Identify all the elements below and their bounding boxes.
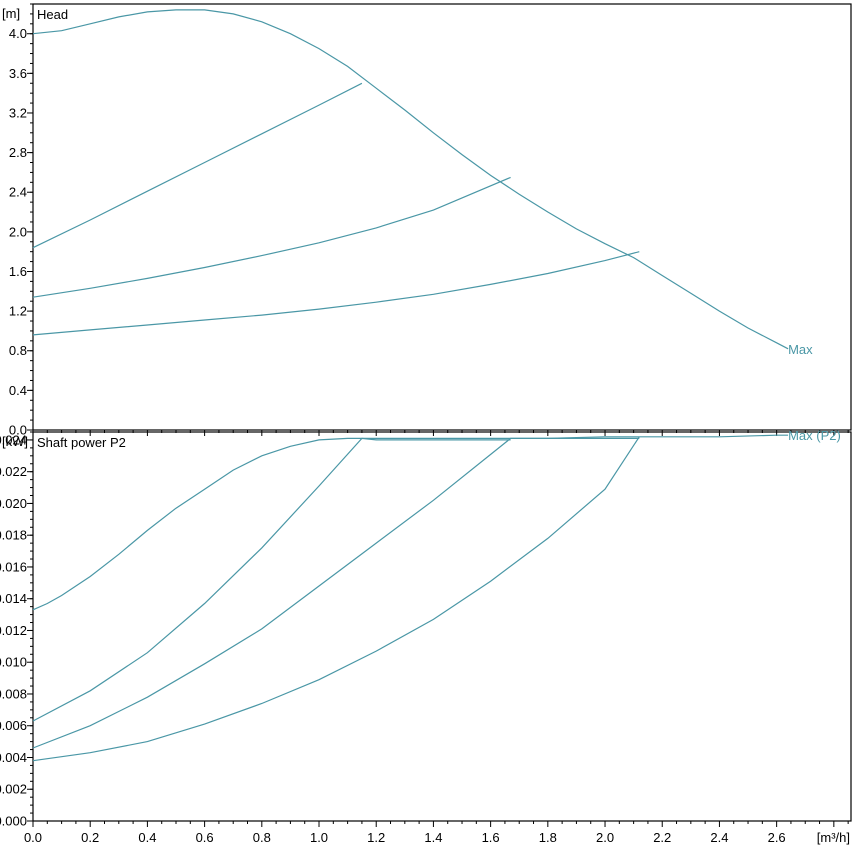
- y-tick-label: 2.4: [9, 185, 27, 200]
- x-tick-label: 2.6: [768, 830, 786, 845]
- max-curve-label: Max: [788, 342, 813, 357]
- x-tick-label: 0.0: [24, 830, 42, 845]
- curve-2-4: [32, 436, 640, 762]
- y-tick-label: 0.002: [0, 782, 27, 797]
- curve-1-3: [32, 176, 511, 298]
- y-tick-label: 0.008: [0, 686, 27, 701]
- y-tick-label: 0.014: [0, 591, 27, 606]
- y-tick-label: 3.2: [9, 105, 27, 120]
- y-tick-label: 0.012: [0, 623, 27, 638]
- x-tick-label: 1.6: [482, 830, 500, 845]
- x-tick-label: 2.2: [653, 830, 671, 845]
- y-unit-label: [m]: [2, 6, 20, 21]
- y-tick-label: 0.0: [9, 423, 27, 438]
- y-tick-label: 0.022: [0, 464, 27, 479]
- x-tick-label: 1.2: [367, 830, 385, 845]
- x-tick-label: 2.4: [710, 830, 728, 845]
- x-tick-label: 0.8: [253, 830, 271, 845]
- panel-frame-1: [32, 3, 852, 431]
- y-tick-label: 0.016: [0, 559, 27, 574]
- x-tick-label: 2.0: [596, 830, 614, 845]
- y-tick-label: 0.006: [0, 718, 27, 733]
- panel-title: Shaft power P2: [37, 435, 126, 450]
- curve-2-2: [32, 437, 511, 722]
- x-tick-label: 1.8: [539, 830, 557, 845]
- y-tick-label: 0.024: [0, 432, 27, 447]
- x-tick-label: 1.4: [424, 830, 442, 845]
- curve-2-1: [32, 434, 789, 611]
- y-unit-label: [kW]: [2, 434, 28, 449]
- y-tick-label: 4.0: [9, 26, 27, 41]
- y-tick-label: 2.0: [9, 224, 27, 239]
- y-tick-label: 0.010: [0, 655, 27, 670]
- y-tick-label: 1.6: [9, 264, 27, 279]
- y-tick-label: 0.4: [9, 383, 27, 398]
- y-tick-label: 0.020: [0, 496, 27, 511]
- y-tick-label: 3.6: [9, 66, 27, 81]
- curve-2-3: [32, 437, 640, 749]
- y-tick-label: 2.8: [9, 145, 27, 160]
- y-tick-label: 0.000: [0, 814, 27, 829]
- y-tick-label: 0.8: [9, 343, 27, 358]
- x-tick-label: 1.0: [310, 830, 328, 845]
- x-tick-label: 0.4: [138, 830, 156, 845]
- panel-frame-2: [32, 431, 852, 822]
- max-curve-label: Max (P2): [788, 428, 841, 443]
- curve-1-1: [32, 9, 789, 350]
- y-tick-label: 0.004: [0, 750, 27, 765]
- curve-1-4: [32, 251, 640, 336]
- y-tick-label: 1.2: [9, 304, 27, 319]
- x-tick-label: 0.2: [81, 830, 99, 845]
- curve-1-2: [32, 82, 363, 249]
- y-tick-label: 0.018: [0, 528, 27, 543]
- x-tick-label: 0.6: [196, 830, 214, 845]
- x-axis-label: [m³/h]: [817, 830, 850, 845]
- panel-title: Head: [37, 7, 68, 22]
